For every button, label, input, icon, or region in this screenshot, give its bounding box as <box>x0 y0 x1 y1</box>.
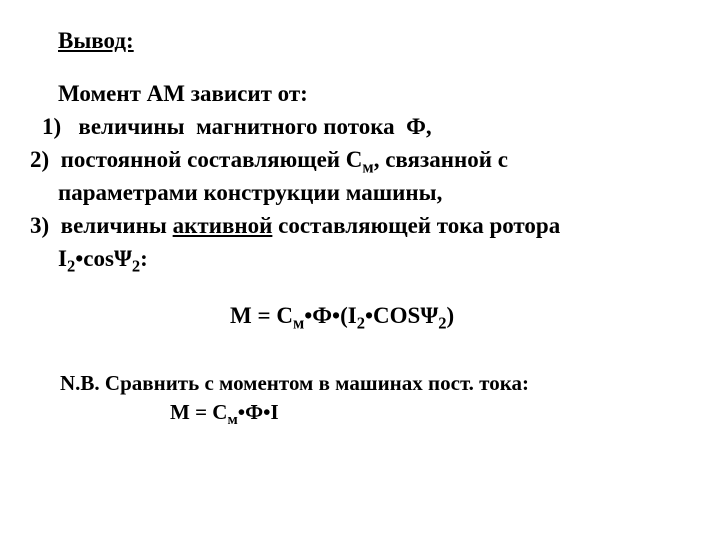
document-page: Вывод: Момент АМ зависит от: 1) величины… <box>0 0 720 446</box>
subscript-2: 2 <box>438 314 446 333</box>
subscript-m: м <box>362 158 373 177</box>
list-item-3-cont: I2•cosΨ2: <box>58 243 690 274</box>
text: I <box>58 246 67 271</box>
text: составляющей тока ротора <box>272 213 560 238</box>
text: М = С <box>230 303 293 328</box>
text: М = С <box>170 400 227 424</box>
text: •COSΨ <box>365 303 438 328</box>
subscript-m: м <box>293 314 304 333</box>
heading-conclusion: Вывод: <box>58 25 690 56</box>
text: 2) постоянной составляющей С <box>30 147 362 172</box>
list-item-2-cont: параметрами конструкции машины, <box>58 177 690 208</box>
subscript-2: 2 <box>132 257 140 276</box>
underlined-active: активной <box>173 213 273 238</box>
subscript-2: 2 <box>67 257 75 276</box>
note-compare: N.B. Сравнить с моментом в машинах пост.… <box>60 369 690 397</box>
text: : <box>140 246 148 271</box>
note-formula: М = См•Ф•I <box>170 398 690 426</box>
intro-line: Момент АМ зависит от: <box>58 78 690 109</box>
text: 3) величины <box>30 213 173 238</box>
list-item-3: 3) величины активной составляющей тока р… <box>30 210 690 241</box>
text: , связанной с <box>374 147 508 172</box>
list-item-1: 1) величины магнитного потока Ф, <box>42 111 690 142</box>
text: •Ф•I <box>238 400 279 424</box>
text: ) <box>447 303 455 328</box>
text: •cosΨ <box>75 246 132 271</box>
main-formula: М = См•Ф•(I2•COSΨ2) <box>230 300 690 331</box>
subscript-m: м <box>227 412 237 428</box>
text: •Ф•(I <box>304 303 356 328</box>
subscript-2: 2 <box>357 314 365 333</box>
list-item-2: 2) постоянной составляющей См, связанной… <box>30 144 690 175</box>
